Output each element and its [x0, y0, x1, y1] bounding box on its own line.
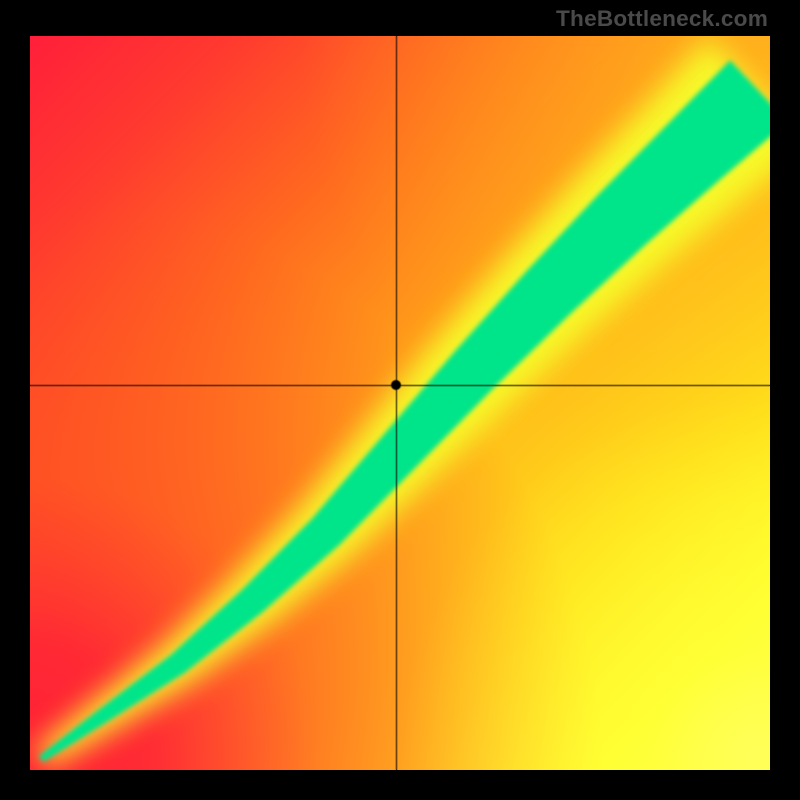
- crosshair-vertical: [396, 36, 397, 770]
- optimum-band-core: [30, 36, 770, 770]
- heatmap-plot: [30, 36, 770, 770]
- crosshair-point: [391, 380, 401, 390]
- watermark-text: TheBottleneck.com: [556, 6, 768, 32]
- chart-frame: TheBottleneck.com: [0, 0, 800, 800]
